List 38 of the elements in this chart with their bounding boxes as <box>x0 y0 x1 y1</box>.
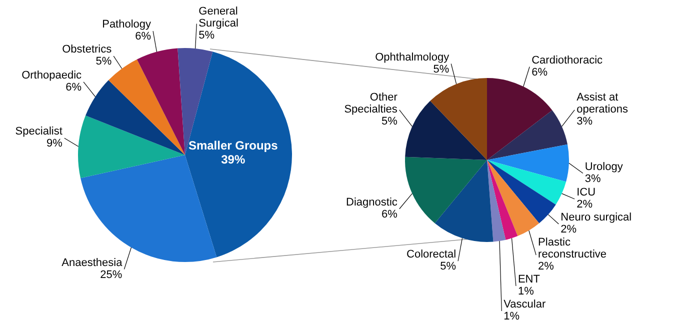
data-label: 6% <box>381 208 398 220</box>
data-label: 25% <box>100 268 122 281</box>
data-label: 6% <box>135 30 152 43</box>
data-label: 6% <box>66 81 82 94</box>
data-label: 6% <box>532 66 548 78</box>
data-label: 3% <box>584 172 602 185</box>
data-label: 5% <box>433 63 450 76</box>
slice-label: Vascular <box>504 298 546 311</box>
slice-label: Other Specialties <box>344 91 398 116</box>
slice-label: Urology <box>584 160 624 173</box>
data-label: 39% <box>221 152 246 166</box>
data-label: 1% <box>518 286 534 298</box>
slice-label: Neuro surgical <box>560 212 632 224</box>
data-label: 2% <box>538 260 554 273</box>
data-label: 1% <box>504 310 520 323</box>
slice-label: Diagnostic <box>346 196 398 208</box>
data-label: 5% <box>96 56 112 68</box>
data-label: 2% <box>576 198 593 211</box>
slice-label: Obstetrics <box>62 44 112 56</box>
slice-label: General Surgical <box>198 5 238 30</box>
slice-label: Specialist <box>15 126 62 138</box>
data-label: 2% <box>560 224 577 236</box>
slice-label: ICU <box>576 186 596 199</box>
slice-label: Ophthalmology <box>375 51 450 64</box>
data-label: 5% <box>440 260 456 273</box>
data-label: 9% <box>46 138 63 150</box>
slice-label: Colorectal <box>406 248 456 261</box>
data-label: 5% <box>198 29 215 42</box>
slice-label: Pathology <box>102 18 152 31</box>
slice-label: Smaller Groups <box>188 138 278 152</box>
slice-label: Plastic reconstructive <box>538 236 607 261</box>
slice-label: Assist at operations <box>576 91 628 116</box>
slice-label: Anaesthesia <box>62 256 124 269</box>
slice-label: Cardiothoracic <box>532 54 604 66</box>
slice-label: ENT <box>518 274 540 286</box>
data-label: 5% <box>381 115 398 128</box>
data-label: 3% <box>576 115 593 128</box>
slice-label: Orthopaedic <box>22 69 82 82</box>
